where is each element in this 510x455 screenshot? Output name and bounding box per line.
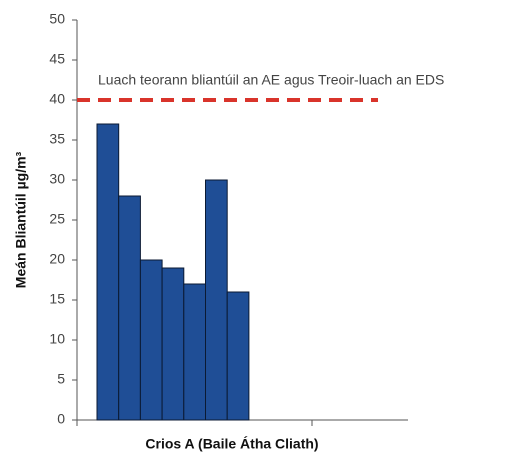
y-tick-label: 25 — [49, 211, 65, 227]
y-tick-label: 40 — [49, 91, 65, 107]
y-axis-label: Meán Bliantúil µg/m³ — [13, 151, 29, 288]
bar — [205, 179, 228, 421]
y-tick-label: 45 — [49, 51, 65, 67]
y-tick-label: 0 — [57, 411, 65, 427]
y-tick-label: 5 — [57, 371, 65, 387]
y-tick-label: 20 — [49, 251, 65, 267]
bar — [226, 291, 250, 421]
reference-label: Luach teorann bliantúil an AE agus Treoi… — [98, 72, 444, 88]
y-tick-label: 30 — [49, 171, 65, 187]
bar — [96, 123, 120, 421]
bar — [118, 195, 141, 421]
y-tick-label: 50 — [49, 11, 65, 27]
bar — [161, 267, 185, 421]
y-tick-label: 10 — [49, 331, 65, 347]
bar — [183, 283, 207, 421]
y-tick-label: 35 — [49, 131, 65, 147]
bar — [139, 259, 163, 421]
x-axis-label: Crios A (Baile Átha Cliath) — [145, 436, 318, 452]
y-tick-label: 15 — [49, 291, 65, 307]
